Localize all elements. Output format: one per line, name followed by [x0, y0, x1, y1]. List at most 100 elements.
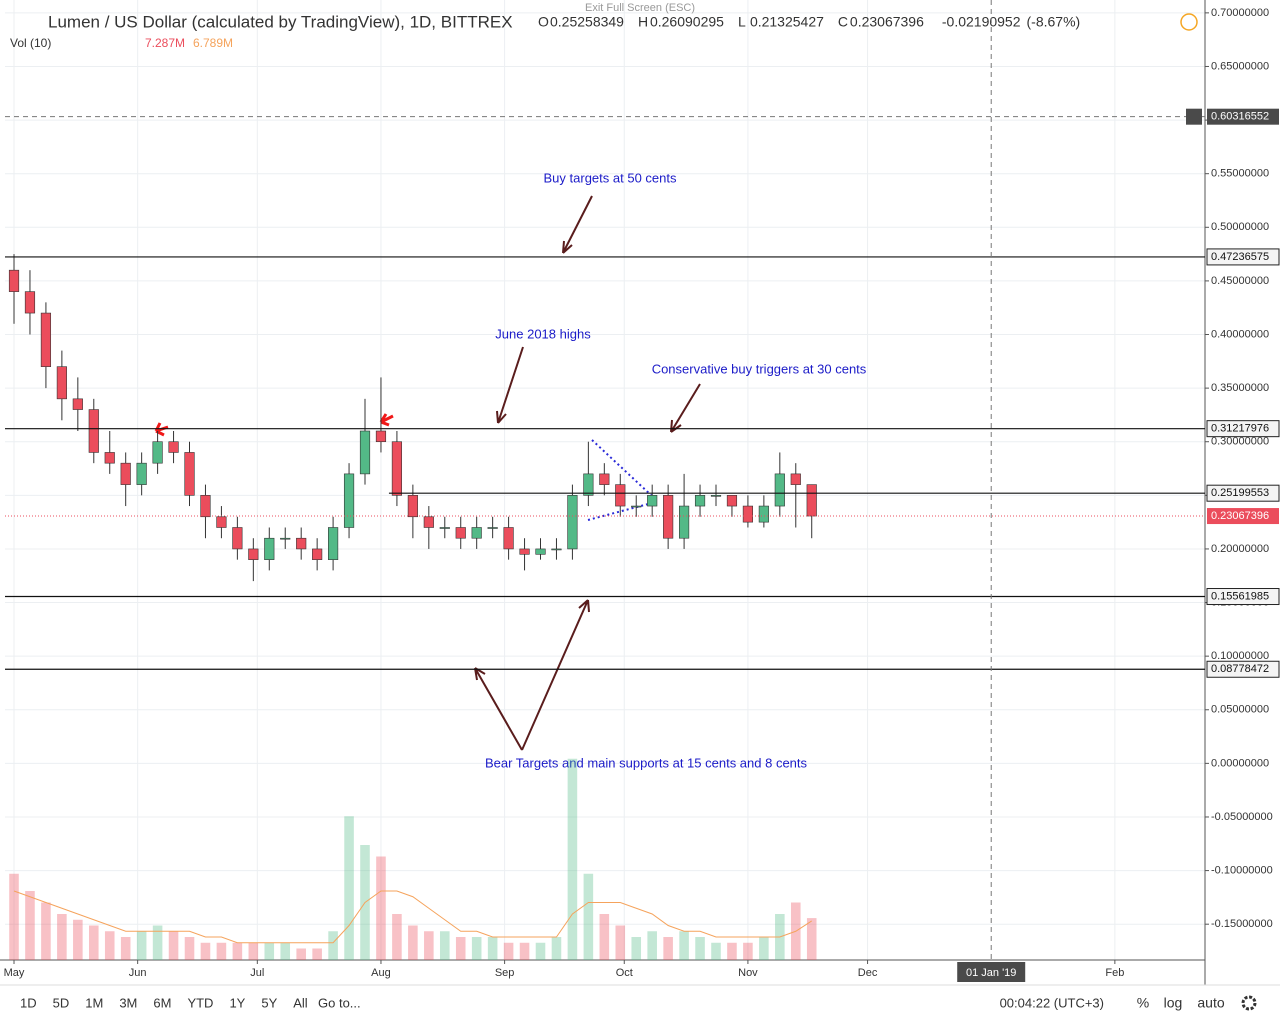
x-tick-label: Aug — [371, 967, 391, 979]
alert-icon[interactable] — [1180, 13, 1198, 31]
x-tick-label: Nov — [738, 967, 758, 979]
x-tick-label: Dec — [858, 967, 878, 979]
volume-bar — [535, 942, 546, 960]
candle-body — [439, 527, 450, 529]
volume-ma-value: 6.789M — [193, 36, 233, 50]
volume-bar — [631, 937, 642, 960]
volume-bar — [264, 942, 275, 960]
candle-body — [264, 537, 275, 560]
candle-body — [599, 473, 610, 485]
y-tick-label: 0.50000000 — [1211, 221, 1269, 233]
volume-label: Vol (10) — [10, 36, 51, 50]
candle-body — [583, 473, 594, 496]
volume-bar — [487, 937, 498, 960]
volume-bar — [120, 937, 131, 960]
volume-bar — [551, 937, 562, 960]
arrow — [496, 346, 524, 424]
volume-bar — [41, 902, 51, 960]
candle-body — [535, 548, 546, 555]
settings-icon[interactable] — [1241, 995, 1257, 1011]
candle-body — [152, 441, 163, 464]
candle-body — [248, 548, 259, 560]
level-tag-label: 0.31217976 — [1211, 423, 1269, 435]
level-tag-label: 0.47236575 — [1211, 251, 1269, 263]
candle-body — [407, 495, 418, 518]
y-tick-label: -0.05000000 — [1211, 811, 1273, 823]
y-tick-label: 0.35000000 — [1211, 382, 1269, 394]
volume-bar — [599, 914, 610, 960]
volume-bar — [312, 948, 322, 960]
volume-bar — [503, 942, 514, 960]
range-button[interactable]: 1Y — [229, 995, 245, 1010]
x-tick-label: Jul — [250, 967, 264, 979]
volume-bar — [743, 942, 753, 960]
volume-bar — [759, 937, 769, 960]
option-button[interactable]: log — [1164, 995, 1183, 1011]
volume-bar — [57, 914, 67, 960]
range-button[interactable]: 5Y — [261, 995, 277, 1010]
range-button[interactable]: 1D — [20, 995, 37, 1010]
ohlc-label: H — [638, 14, 648, 30]
annotation: June 2018 highs — [495, 326, 591, 341]
volume-bar — [663, 937, 673, 960]
clock: 00:04:22 (UTC+3) — [1000, 995, 1104, 1010]
volume-bar — [344, 816, 354, 960]
volume-bar — [248, 942, 259, 960]
arrow — [562, 195, 593, 254]
y-tick-label: -0.10000000 — [1211, 864, 1273, 876]
ohlc-value: 0.21325427 — [750, 14, 824, 30]
volume-bar — [647, 931, 657, 960]
marker-arrow — [379, 413, 394, 427]
volume-bar — [136, 931, 147, 960]
option-button[interactable]: % — [1137, 995, 1149, 1011]
range-button[interactable]: YTD — [187, 995, 213, 1010]
volume-bar — [439, 931, 450, 960]
level-tag — [1206, 420, 1280, 438]
candle-body — [280, 537, 291, 540]
x-tick-label: May — [4, 967, 25, 979]
ohlc-value: 0.25258349 — [550, 14, 624, 30]
candle-body — [120, 462, 131, 485]
candle-body — [312, 548, 323, 560]
candle-body — [423, 516, 434, 528]
candle-body — [679, 505, 690, 539]
y-tick-label: 0.45000000 — [1211, 275, 1269, 287]
candle-body — [806, 484, 817, 517]
candle-body — [726, 495, 738, 507]
y-tick-label: -0.15000000 — [1211, 918, 1273, 930]
change-pct: (-8.67%) — [1027, 14, 1081, 30]
crosshair-y-tag — [1207, 108, 1279, 125]
x-tick-label: Feb — [1105, 967, 1124, 979]
range-button[interactable]: 3M — [119, 995, 137, 1010]
annotation: Buy targets at 50 cents — [544, 170, 677, 185]
y-tick-label: 0.10000000 — [1211, 650, 1269, 662]
volume-bar — [88, 925, 99, 960]
level-tag-label: 0.08778472 — [1211, 663, 1269, 675]
candle-body — [88, 409, 99, 453]
range-button[interactable]: All — [293, 995, 308, 1010]
option-button[interactable]: auto — [1197, 995, 1224, 1011]
symbol-title: Lumen / US Dollar (calculated by Trading… — [48, 12, 513, 31]
volume-bar — [615, 925, 626, 960]
candle-body — [615, 484, 626, 507]
candle-body — [24, 291, 36, 314]
level-tag — [1206, 484, 1280, 502]
candle-body — [503, 527, 514, 550]
x-tick-label: Jun — [129, 967, 147, 979]
goto-button[interactable]: Go to... — [318, 995, 361, 1010]
volume-bar — [280, 942, 291, 960]
range-button[interactable]: 1M — [85, 995, 103, 1010]
level-tag-label: 0.15561985 — [1211, 590, 1269, 602]
candle-body — [104, 452, 115, 464]
range-button[interactable]: 5D — [53, 995, 70, 1010]
range-button[interactable]: 6M — [153, 995, 171, 1010]
crosshair-x-label: 01 Jan '19 — [966, 967, 1016, 979]
level-tag-label: 0.25199553 — [1211, 487, 1269, 499]
last-price-label: 0.23067396 — [1211, 510, 1269, 522]
candle-body — [200, 495, 211, 518]
x-tick-label: Sep — [495, 967, 515, 979]
exit-hint[interactable]: Exit Full Screen (ESC) — [585, 2, 695, 14]
volume-bar — [695, 937, 705, 960]
